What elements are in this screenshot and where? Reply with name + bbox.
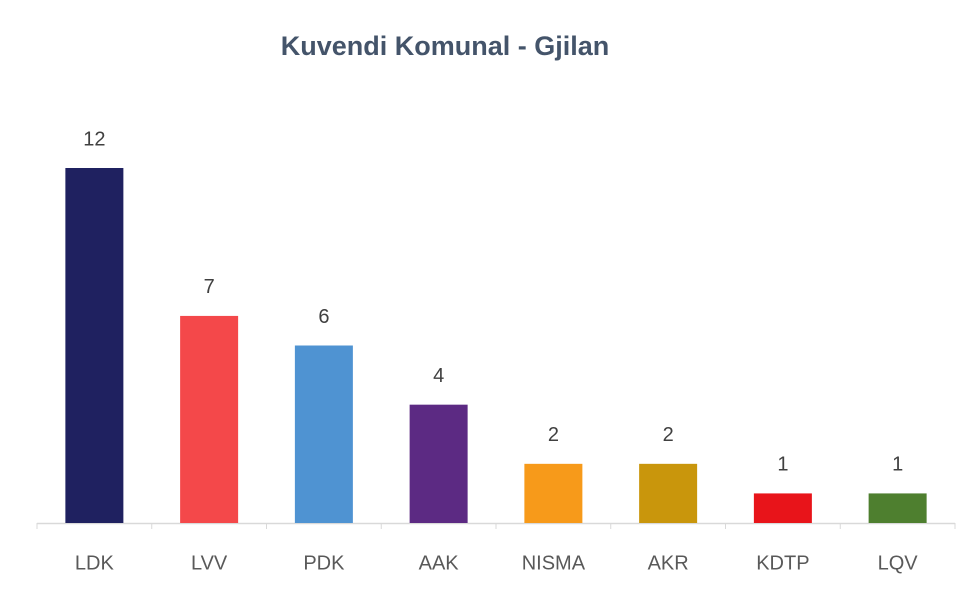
bar xyxy=(65,168,124,523)
x-tick-label: LQV xyxy=(878,552,919,574)
chart-title: Kuvendi Komunal - Gjilan xyxy=(281,31,610,61)
x-tick-label: AAK xyxy=(419,552,460,574)
x-tick-label: LVV xyxy=(191,552,228,574)
value-label: 2 xyxy=(548,424,559,446)
x-tick-label: PDK xyxy=(303,552,345,574)
bar xyxy=(639,463,698,523)
value-label: 6 xyxy=(318,306,329,328)
x-tick-label: KDTP xyxy=(756,552,809,574)
bar xyxy=(294,345,353,523)
bar xyxy=(868,493,927,523)
bar xyxy=(180,315,239,523)
value-label: 1 xyxy=(892,454,903,476)
bar xyxy=(409,404,468,523)
x-tick-label: AKR xyxy=(648,552,689,574)
x-tick-label: LDK xyxy=(75,552,115,574)
value-label: 4 xyxy=(433,365,444,387)
value-label: 2 xyxy=(663,424,674,446)
bar xyxy=(753,493,812,523)
bar xyxy=(524,463,583,523)
x-tick-label: NISMA xyxy=(522,552,586,574)
value-label: 12 xyxy=(83,128,105,150)
value-label: 1 xyxy=(777,454,788,476)
value-label: 7 xyxy=(204,276,215,298)
